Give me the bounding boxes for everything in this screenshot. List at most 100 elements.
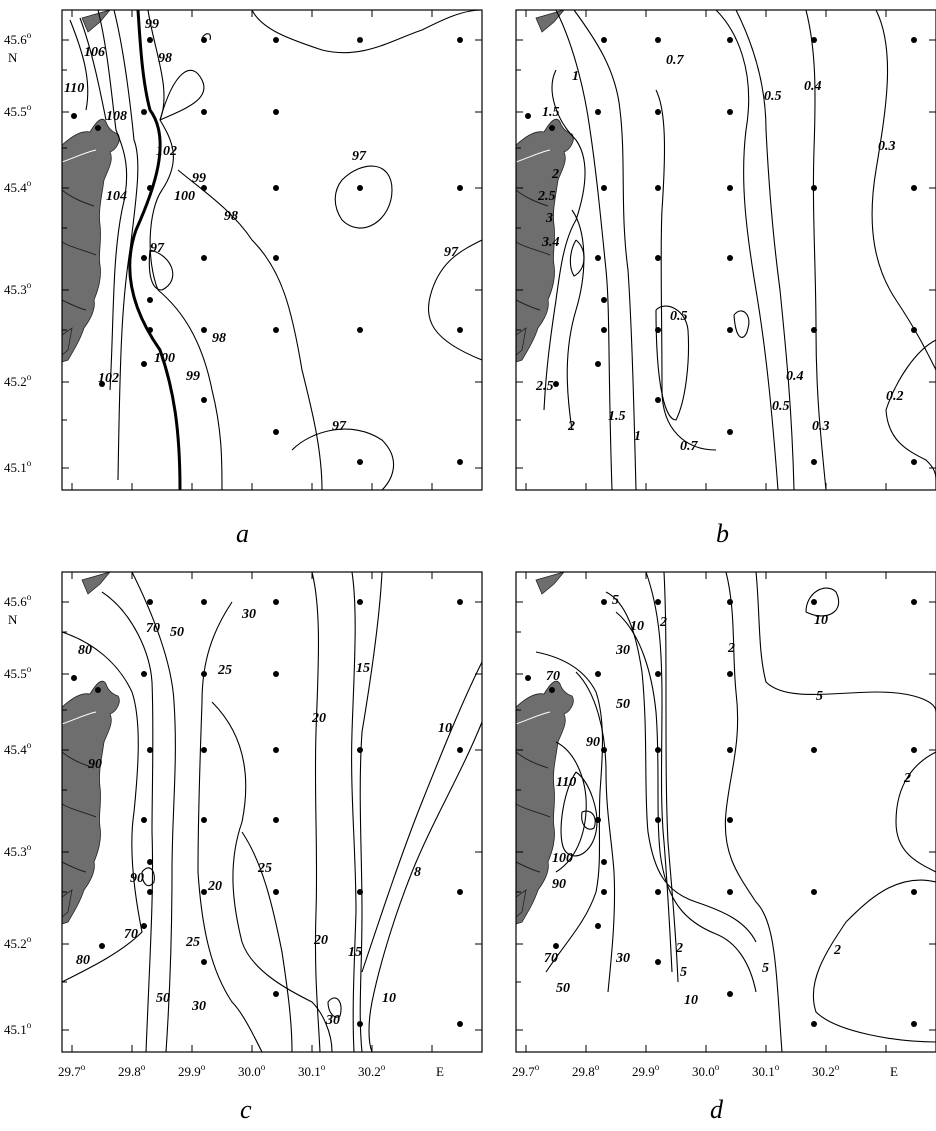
contour-labels-d: 5 10 2 10 30 2 70 50 5 90 110 100 90 2 7… bbox=[544, 593, 911, 1008]
contours-a bbox=[69, 9, 483, 491]
lat-label: 45.3 bbox=[4, 282, 27, 297]
contour-label: 20 bbox=[313, 933, 328, 948]
contour-label: 20 bbox=[207, 879, 222, 894]
contour-label: 98 bbox=[224, 209, 238, 224]
svg-text:45.4o: 45.4o bbox=[4, 740, 32, 757]
contour-label: 50 bbox=[156, 991, 170, 1006]
svg-text:45.3o: 45.3o bbox=[4, 842, 32, 859]
contour-label: 5 bbox=[816, 689, 823, 704]
svg-text:30.0o: 30.0o bbox=[692, 1062, 720, 1079]
contour-label: 102 bbox=[156, 144, 177, 159]
svg-text:45.4o: 45.4o bbox=[4, 178, 32, 195]
contour-label: 100 bbox=[552, 851, 573, 866]
lat-label: 45.2 bbox=[4, 374, 27, 389]
contour-label: 90 bbox=[586, 735, 600, 750]
contour-label: 98 bbox=[158, 51, 172, 66]
contour-label: 110 bbox=[64, 81, 84, 96]
contours-d bbox=[535, 571, 936, 1053]
contour-label: 5 bbox=[762, 961, 769, 976]
lat-label: 45.5 bbox=[4, 666, 27, 681]
contour-label: 2 bbox=[727, 641, 735, 656]
lat-label: 45.4 bbox=[4, 180, 27, 195]
contour-labels-b: 1 0.7 0.5 0.4 1.5 0.3 2 2.5 3 3.4 0.5 2.… bbox=[535, 53, 904, 454]
contour-label: 106 bbox=[84, 45, 105, 60]
contour-label: 30 bbox=[191, 999, 206, 1014]
contour-label: 100 bbox=[154, 351, 175, 366]
panel-b: 1 0.7 0.5 0.4 1.5 0.3 2 2.5 3 3.4 0.5 2.… bbox=[515, 9, 936, 491]
panel-a: 99 106 98 110 108 102 100 104 99 97 97 9… bbox=[61, 9, 483, 491]
contour-label: 0.4 bbox=[804, 79, 822, 94]
svg-text:30.0o: 30.0o bbox=[238, 1062, 266, 1079]
contour-label: 2 bbox=[567, 419, 575, 434]
contour-label: 104 bbox=[106, 189, 127, 204]
contour-label: 3.4 bbox=[541, 235, 560, 250]
panel-letter-b: b bbox=[716, 519, 729, 548]
svg-text:45.2o: 45.2o bbox=[4, 934, 32, 951]
lat-label: 45.1 bbox=[4, 460, 27, 475]
contour-label: 99 bbox=[192, 171, 206, 186]
svg-text:29.7o: 29.7o bbox=[58, 1062, 86, 1079]
contour-label: 50 bbox=[556, 981, 570, 996]
contour-label: 0.4 bbox=[786, 369, 804, 384]
contour-label: 15 bbox=[356, 661, 370, 676]
contour-label: 2 bbox=[675, 941, 683, 956]
lat-label: 45.1 bbox=[4, 1022, 27, 1037]
lat-label: 45.3 bbox=[4, 844, 27, 859]
panel-letter-d: d bbox=[710, 1095, 724, 1124]
svg-text:45.1o: 45.1o bbox=[4, 458, 32, 475]
contour-label: 10 bbox=[814, 613, 828, 628]
svg-text:45.3o: 45.3o bbox=[4, 280, 32, 297]
svg-text:45.5o: 45.5o bbox=[4, 664, 32, 681]
svg-text:29.9o: 29.9o bbox=[632, 1062, 660, 1079]
svg-text:45.5o: 45.5o bbox=[4, 102, 32, 119]
lon-labels-c: 29.7o 29.8o 29.9o 30.0o 30.1o 30.2o E bbox=[58, 1062, 444, 1079]
contour-label: 2.5 bbox=[537, 189, 556, 204]
contour-label: 0.3 bbox=[878, 139, 896, 154]
lat-label: 45.2 bbox=[4, 936, 27, 951]
svg-text:30.1o: 30.1o bbox=[752, 1062, 780, 1079]
lon-labels-d: 29.7o 29.8o 29.9o 30.0o 30.1o 30.2o E bbox=[512, 1062, 898, 1079]
contour-label: 100 bbox=[174, 189, 195, 204]
contour-label: 0.7 bbox=[680, 439, 699, 454]
svg-text:45.2o: 45.2o bbox=[4, 372, 32, 389]
panel-c: 70 30 80 50 25 15 20 90 10 90 25 20 8 80… bbox=[61, 571, 483, 1053]
contour-label: 50 bbox=[170, 625, 184, 640]
contour-label: 25 bbox=[217, 663, 232, 678]
contour-label: 30 bbox=[241, 607, 256, 622]
contour-label: 108 bbox=[106, 109, 127, 124]
contour-label: 70 bbox=[546, 669, 560, 684]
contour-label: 70 bbox=[544, 951, 558, 966]
contour-label: 1.5 bbox=[608, 409, 626, 424]
panel-letter-a: a bbox=[236, 519, 249, 548]
lat-label: 45.5 bbox=[4, 104, 27, 119]
contour-label: 10 bbox=[382, 991, 396, 1006]
contour-label: 30 bbox=[615, 951, 630, 966]
contour-label: 97 bbox=[332, 419, 347, 434]
svg-text:30.2o: 30.2o bbox=[812, 1062, 840, 1079]
contour-label: 97 bbox=[352, 149, 367, 164]
contour-label: 0.3 bbox=[812, 419, 830, 434]
svg-text:29.7o: 29.7o bbox=[512, 1062, 540, 1079]
contour-label: 2.5 bbox=[535, 379, 554, 394]
contour-label: 70 bbox=[124, 927, 138, 942]
contour-label: 25 bbox=[185, 935, 200, 950]
svg-text:29.8o: 29.8o bbox=[572, 1062, 600, 1079]
contour-label: 0.5 bbox=[764, 89, 782, 104]
contour-label: 25 bbox=[257, 861, 272, 876]
contour-label: 1 bbox=[634, 429, 641, 444]
contour-label: 2 bbox=[659, 615, 667, 630]
contour-label: 5 bbox=[612, 593, 619, 608]
lat-label: 45.6 bbox=[4, 594, 27, 609]
contour-label: 90 bbox=[130, 871, 144, 886]
contour-label: 2 bbox=[833, 943, 841, 958]
svg-text:45.6o: 45.6o bbox=[4, 592, 32, 609]
contours-b bbox=[543, 9, 936, 491]
contour-label: 98 bbox=[212, 331, 226, 346]
lat-label: 45.6 bbox=[4, 32, 27, 47]
contour-label: 30 bbox=[325, 1013, 340, 1028]
contour-label: 20 bbox=[311, 711, 326, 726]
panel-d: 5 10 2 10 30 2 70 50 5 90 110 100 90 2 7… bbox=[515, 571, 936, 1053]
svg-text:45.1o: 45.1o bbox=[4, 1020, 32, 1037]
contour-label: 8 bbox=[414, 865, 421, 880]
